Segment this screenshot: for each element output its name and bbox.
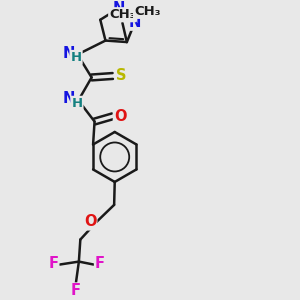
Text: F: F: [71, 284, 81, 298]
Text: H: H: [71, 97, 82, 110]
Text: N: N: [129, 15, 141, 30]
Text: CH₃: CH₃: [109, 8, 136, 21]
Text: CH₃: CH₃: [134, 5, 160, 18]
Text: O: O: [84, 214, 96, 230]
Text: N: N: [62, 46, 75, 61]
Text: H: H: [70, 51, 82, 64]
Text: F: F: [48, 256, 58, 271]
Text: S: S: [116, 68, 126, 83]
Text: O: O: [114, 109, 126, 124]
Text: N: N: [63, 92, 75, 106]
Text: N: N: [112, 1, 125, 16]
Text: F: F: [95, 256, 105, 271]
